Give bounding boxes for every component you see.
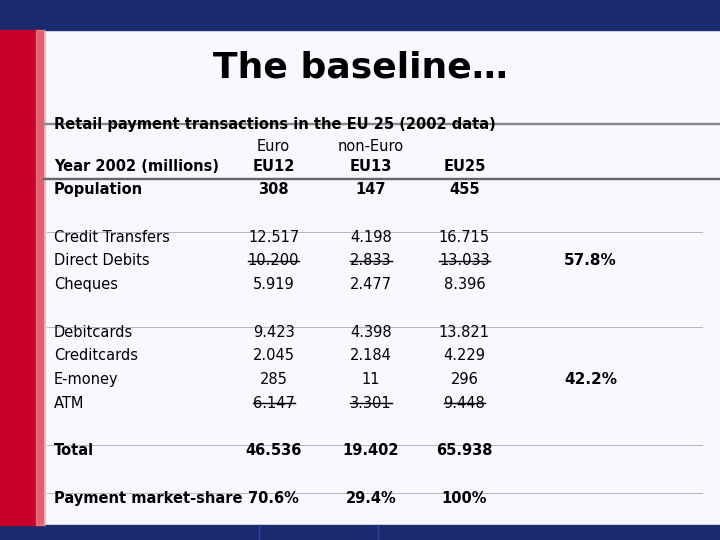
Text: 13.033: 13.033 [439, 253, 490, 268]
Text: 308: 308 [258, 182, 289, 197]
Text: 12.517: 12.517 [248, 230, 300, 245]
Bar [43, 123, 720, 124]
Text: 2.477: 2.477 [350, 277, 392, 292]
Text: 65.938: 65.938 [436, 443, 492, 458]
Bar [0, 525, 720, 540]
Text: non-Euro: non-Euro [338, 139, 404, 154]
Text: 147: 147 [356, 182, 386, 197]
Text: Cheques: Cheques [54, 277, 118, 292]
Text: 296: 296 [451, 372, 478, 387]
Text: 285: 285 [260, 372, 287, 387]
Text: 455: 455 [449, 182, 480, 197]
Text: 2.045: 2.045 [253, 348, 294, 363]
Text: ATM: ATM [54, 396, 84, 411]
Text: 2.833: 2.833 [350, 253, 392, 268]
Text: Year 2002 (millions): Year 2002 (millions) [54, 159, 219, 174]
Text: 9.448: 9.448 [444, 396, 485, 411]
Text: 16.715: 16.715 [438, 230, 490, 245]
Text: 100%: 100% [441, 491, 487, 506]
Text: 4.229: 4.229 [444, 348, 485, 363]
Text: 5.919: 5.919 [253, 277, 294, 292]
Text: 19.402: 19.402 [343, 443, 399, 458]
Text: 6.147: 6.147 [253, 396, 294, 411]
Text: 9.423: 9.423 [253, 325, 294, 340]
Bar [0, 30, 43, 525]
Text: Retail payment transactions in the EU 25 (2002 data): Retail payment transactions in the EU 25… [54, 117, 496, 132]
Text: 57.8%: 57.8% [564, 253, 617, 268]
Text: Debitcards: Debitcards [54, 325, 133, 340]
Text: 3.301: 3.301 [350, 396, 392, 411]
Text: 46.536: 46.536 [246, 443, 302, 458]
Text: EU12: EU12 [253, 159, 294, 174]
Text: 13.821: 13.821 [439, 325, 490, 340]
Text: Payment market-share: Payment market-share [54, 491, 243, 506]
Text: 8.396: 8.396 [444, 277, 485, 292]
Text: Euro: Euro [257, 139, 290, 154]
Text: 29.4%: 29.4% [346, 491, 396, 506]
Text: 70.6%: 70.6% [248, 491, 299, 506]
Text: EU13: EU13 [350, 159, 392, 174]
Text: The baseline…: The baseline… [212, 51, 508, 84]
Text: EU25: EU25 [444, 159, 485, 174]
Text: E-money: E-money [54, 372, 119, 387]
Text: 4.198: 4.198 [350, 230, 392, 245]
Text: 2.184: 2.184 [350, 348, 392, 363]
Text: Total: Total [54, 443, 94, 458]
Bar [43, 178, 720, 179]
Text: 42.2%: 42.2% [564, 372, 617, 387]
Text: Population: Population [54, 182, 143, 197]
Text: 11: 11 [361, 372, 380, 387]
Bar [0, 0, 720, 30]
Bar [36, 30, 45, 525]
Text: 4.398: 4.398 [350, 325, 392, 340]
Text: 10.200: 10.200 [248, 253, 300, 268]
Text: Creditcards: Creditcards [54, 348, 138, 363]
Text: Direct Debits: Direct Debits [54, 253, 150, 268]
Text: Credit Transfers: Credit Transfers [54, 230, 170, 245]
